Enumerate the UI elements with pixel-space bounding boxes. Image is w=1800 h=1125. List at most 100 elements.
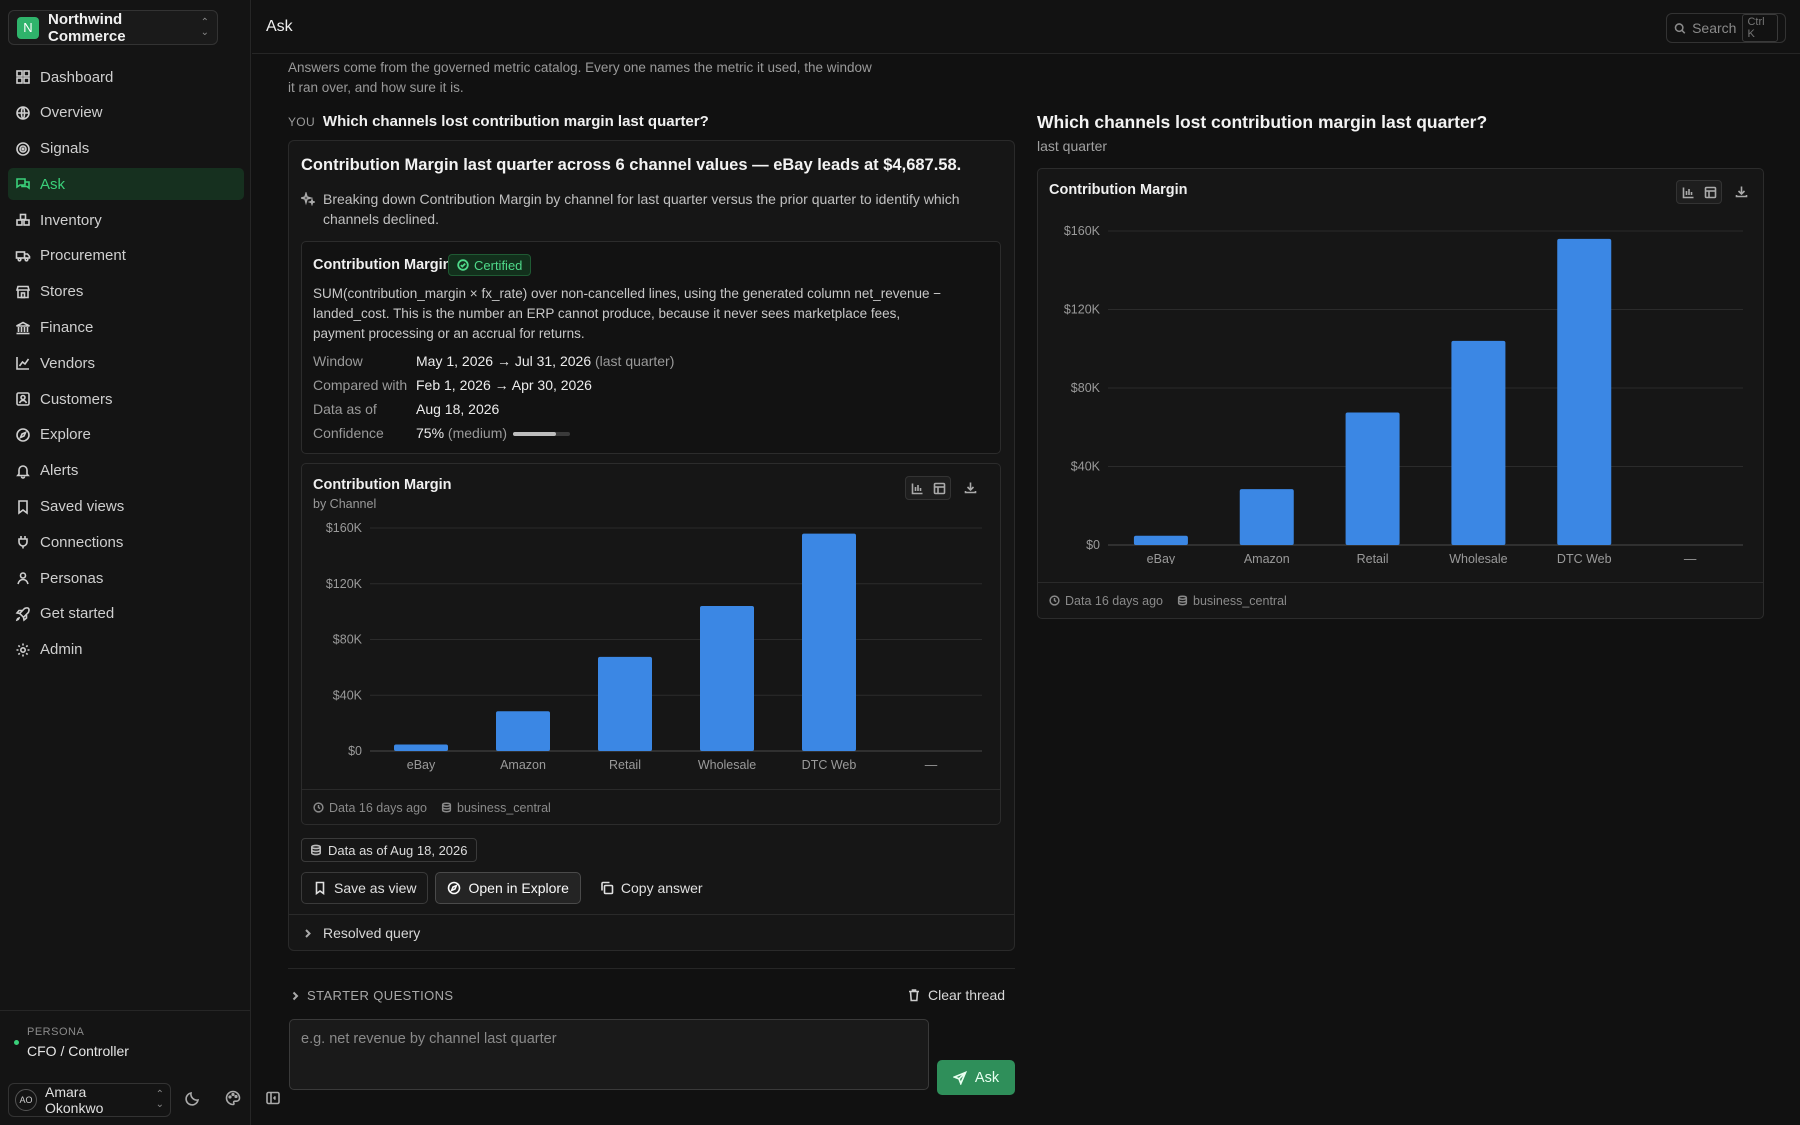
page-title: Ask [266, 18, 293, 35]
search-icon [1674, 22, 1686, 34]
sidebar-item-procurement[interactable]: Procurement [8, 240, 244, 272]
sidebar-item-label: Overview [40, 104, 103, 122]
contact-icon [15, 391, 31, 407]
question-input-placeholder: e.g. net revenue by channel last quarter [301, 1031, 557, 1047]
x-tick-label: Amazon [1244, 552, 1290, 564]
sidebar-item-saved-views[interactable]: Saved views [8, 491, 244, 523]
sidebar-item-connections[interactable]: Connections [8, 526, 244, 558]
chevron-right-icon [305, 928, 311, 938]
bar [496, 711, 550, 751]
source-text: business_central [1193, 593, 1287, 608]
compass-icon [15, 427, 31, 443]
chart-icon [15, 355, 31, 371]
compass-icon [448, 881, 461, 895]
chart-toolbar [1676, 180, 1752, 204]
bar [1345, 412, 1400, 545]
open-in-explore-button[interactable]: Open in Explore [435, 872, 581, 904]
avatar: AO [15, 1089, 37, 1111]
sidebar-item-personas[interactable]: Personas [8, 562, 244, 594]
database-icon [311, 844, 321, 856]
bar [598, 656, 652, 751]
chart-subtitle: by Channel [313, 497, 377, 511]
x-tick-label: eBay [407, 758, 436, 772]
window-range: May 1, 2026 → Jul 31, 2026 [416, 353, 592, 369]
chart-footer: Data 16 days ago business_central [302, 789, 1000, 825]
database-icon [441, 802, 452, 813]
download-icon[interactable] [1730, 180, 1752, 202]
gear-icon [15, 642, 31, 658]
dashboard-icon [15, 69, 31, 85]
copy-answer-button[interactable]: Copy answer [588, 872, 715, 904]
sidebar-item-signals[interactable]: Signals [8, 133, 244, 165]
table-view-icon[interactable] [928, 477, 950, 499]
x-tick-label: Amazon [500, 758, 546, 772]
sidebar-item-label: Explore [40, 426, 91, 444]
sidebar-item-inventory[interactable]: Inventory [8, 204, 244, 236]
save-as-view-button[interactable]: Save as view [301, 872, 429, 904]
moon-icon[interactable] [185, 1090, 203, 1108]
resolved-query-toggle[interactable]: Resolved query [289, 914, 1014, 951]
sidebar-item-dashboard[interactable]: Dashboard [8, 61, 244, 93]
ask-button[interactable]: Ask [937, 1060, 1015, 1095]
bar [1239, 489, 1294, 545]
starter-questions-label: STARTER QUESTIONS [307, 988, 454, 1003]
workspace-switcher[interactable]: N Northwind Commerce ⌃ ⌄ [8, 10, 218, 45]
sidebar-item-overview[interactable]: Overview [8, 97, 244, 129]
sidebar-item-label: Saved views [40, 498, 125, 516]
certified-badge: Certified [448, 254, 532, 276]
metric-name[interactable]: Contribution Margin [313, 257, 452, 273]
x-tick-label: — [1684, 552, 1697, 564]
send-icon [952, 1070, 967, 1085]
intro-text: Answers come from the governed metric ca… [288, 60, 872, 95]
asof-value: Aug 18, 2026 [416, 401, 500, 417]
user-menu[interactable]: AO Amara Okonkwo ⌃ ⌄ [8, 1083, 171, 1117]
source-text: business_central [457, 800, 551, 815]
sidebar-item-customers[interactable]: Customers [8, 383, 244, 415]
collapse-sidebar-icon[interactable] [265, 1090, 283, 1108]
sidebar-item-admin[interactable]: Admin [8, 634, 244, 666]
bar-chart-view-icon[interactable] [1677, 181, 1699, 203]
palette-icon[interactable] [225, 1090, 243, 1108]
boxes-icon [15, 212, 31, 228]
sidebar-item-vendors[interactable]: Vendors [8, 347, 244, 379]
answer-actions: Save as view Open in Explore Copy answer [301, 872, 715, 904]
source: business_central [1177, 594, 1287, 608]
y-tick-label: $120K [1064, 303, 1101, 317]
clock-icon [1049, 595, 1060, 606]
download-icon[interactable] [959, 476, 981, 498]
search-button[interactable]: Search Ctrl K [1666, 13, 1786, 43]
answer-headline: Contribution Margin last quarter across … [301, 156, 962, 174]
question-input[interactable]: e.g. net revenue by channel last quarter [289, 1019, 929, 1090]
chevron-updown-icon: ⌃ ⌄ [155, 1089, 164, 1110]
metric-card: Contribution Margin Certified SUM(contri… [301, 241, 1001, 454]
bar [1133, 535, 1188, 545]
clear-thread-button[interactable]: Clear thread [907, 987, 1005, 1003]
sidebar-item-get-started[interactable]: Get started [8, 598, 244, 630]
store-icon [15, 284, 31, 300]
sidebar-item-stores[interactable]: Stores [8, 276, 244, 308]
globe-icon [15, 105, 31, 121]
y-tick-label: $80K [1071, 381, 1101, 395]
x-tick-label: eBay [1147, 552, 1176, 564]
sidebar-item-alerts[interactable]: Alerts [8, 455, 244, 487]
sidebar-item-label: Finance [40, 319, 94, 337]
top-bar: Ask Search Ctrl K [252, 0, 1800, 54]
persona-value[interactable]: CFO / Controller [27, 1043, 129, 1059]
asof-label: Data as of [313, 401, 377, 417]
y-tick-label: $40K [1071, 460, 1101, 474]
bar-chart: $0 $40K $80K $120K $160K eBay Amazon Retail Whol… [326, 521, 982, 772]
sidebar-item-finance[interactable]: Finance [8, 312, 244, 344]
sidebar-item-label: Dashboard [40, 68, 114, 86]
copy-answer-label: Copy answer [620, 880, 703, 896]
chevron-right-icon [292, 991, 299, 1000]
sidebar-item-explore[interactable]: Explore [8, 419, 244, 451]
table-view-icon[interactable] [1699, 181, 1721, 203]
workspace-logo: N [17, 16, 39, 39]
divider [288, 968, 1015, 969]
right-chart-card: Contribution Margin $0 $40K $80K $120K $160K… [1037, 168, 1764, 619]
starter-questions-toggle[interactable]: STARTER QUESTIONS [290, 988, 453, 1003]
sidebar-item-ask[interactable]: Ask [8, 168, 244, 201]
question-text: Which channels lost contribution margin … [322, 113, 709, 130]
ask-button-label: Ask [974, 1069, 1000, 1086]
bar-chart-view-icon[interactable] [906, 477, 928, 499]
